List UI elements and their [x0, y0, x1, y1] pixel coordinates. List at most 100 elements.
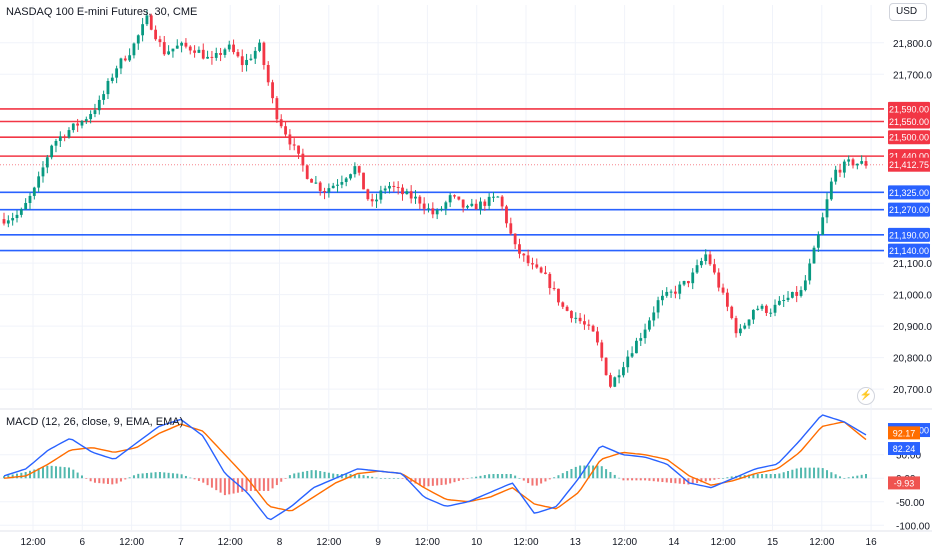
macd-histogram-bar: [522, 478, 525, 481]
macd-histogram-bar: [397, 478, 400, 479]
macd-histogram-bar: [730, 476, 733, 479]
lightning-icon[interactable]: ⚡: [857, 387, 875, 405]
macd-histogram-bar: [132, 475, 135, 479]
macd-histogram-bar: [661, 478, 664, 483]
candle-body: [171, 48, 175, 52]
macd-histogram-bar: [544, 478, 547, 482]
candle-body: [609, 375, 612, 387]
candle-body: [487, 196, 491, 206]
macd-histogram-bar: [483, 475, 486, 479]
candle-body: [271, 82, 274, 99]
candle-body: [71, 123, 75, 131]
currency-button[interactable]: USD: [889, 3, 927, 21]
macd-histogram-bar: [158, 471, 161, 479]
candle-body: [669, 291, 673, 293]
macd-title[interactable]: MACD (12, 26, close, 9, EMA, EMA): [6, 416, 184, 428]
candle-body: [803, 280, 807, 291]
candle-body: [310, 178, 313, 183]
candle-body: [600, 342, 604, 358]
candle-body: [297, 145, 300, 154]
candle-body: [643, 329, 647, 339]
candle-body: [747, 319, 751, 326]
candle-body: [249, 58, 253, 60]
macd-histogram-bar: [267, 478, 270, 491]
support-level-label: 21,190.00: [889, 230, 929, 240]
macd-histogram-bar: [860, 474, 863, 479]
resistance-level-tag: [888, 130, 930, 145]
macd-histogram-bar: [288, 475, 291, 479]
candle-body: [305, 165, 309, 179]
support-level-tag: [888, 227, 930, 242]
candle-body: [279, 119, 283, 127]
macd-histogram-bar: [258, 478, 261, 491]
macd-histogram-bar: [59, 466, 62, 479]
macd-histogram-bar: [414, 478, 417, 484]
signal-line: [3, 421, 867, 512]
macd-histogram-bar: [479, 475, 482, 479]
candle-body: [201, 49, 205, 59]
time-tick-label: 13: [570, 537, 582, 548]
candle-body: [349, 174, 352, 179]
candle-body: [258, 42, 261, 51]
candle-body: [561, 302, 565, 307]
macd-histogram-bar: [228, 478, 231, 495]
symbol-title[interactable]: NASDAQ 100 E-mini Futures, 30, CME: [6, 6, 198, 18]
candle-body: [301, 153, 305, 166]
signal-value-label: 82.24: [893, 444, 916, 454]
macd-histogram-bar: [154, 472, 157, 479]
time-tick-label: 16: [866, 537, 878, 548]
macd-histogram-bar: [691, 478, 694, 484]
candle-body: [232, 44, 235, 53]
candle-body: [240, 56, 244, 66]
macd-histogram-bar: [804, 467, 807, 479]
macd-histogram-bar: [496, 474, 499, 479]
candle-body: [665, 291, 669, 296]
macd-histogram-bar: [332, 473, 335, 479]
macd-histogram-bar: [167, 472, 170, 479]
macd-value-label: 92.17: [893, 428, 916, 438]
candle-body: [284, 126, 287, 135]
candle-body: [37, 176, 41, 188]
macd-histogram-bar: [791, 469, 794, 479]
candle-body: [570, 310, 573, 319]
price-tick-label: 20,900.00: [893, 322, 932, 333]
macd-histogram-bar: [171, 473, 174, 479]
time-tick-label: 12:00: [809, 537, 834, 548]
candle-body: [414, 196, 417, 199]
candle-body: [6, 220, 10, 224]
candle-body: [505, 206, 508, 224]
time-tick-label: 6: [80, 537, 86, 548]
support-level-label: 21,270.00: [889, 205, 929, 215]
candle-body: [383, 188, 387, 191]
candle-body: [795, 291, 799, 296]
time-tick-label: 12:00: [218, 537, 243, 548]
macd-histogram-bar: [301, 471, 304, 479]
macd-histogram-bar: [345, 474, 348, 479]
resistance-level-label: 21,590.00: [889, 104, 929, 114]
candle-body: [717, 272, 721, 288]
candle-body: [661, 295, 664, 301]
candle-body: [145, 15, 149, 25]
macd-histogram-bar: [765, 474, 768, 479]
candle-body: [344, 178, 348, 183]
candle-body: [93, 110, 97, 114]
macd-histogram-bar: [375, 477, 378, 479]
candle-body: [366, 189, 370, 200]
candle-body: [362, 172, 365, 190]
macd-histogram-bar: [717, 478, 720, 479]
candle-body: [444, 202, 448, 209]
candle-body: [292, 144, 296, 146]
candle-body: [89, 113, 93, 120]
candle-body: [32, 187, 36, 196]
time-tick-label: 12:00: [415, 537, 440, 548]
candle-body: [357, 166, 361, 173]
support-level-label: 21,140.00: [889, 246, 929, 256]
candle-body: [275, 98, 279, 120]
macd-histogram-bar: [41, 467, 44, 479]
last-price-tag: [888, 157, 930, 172]
support-level-tag: [888, 185, 930, 200]
candle-body: [427, 208, 430, 210]
candle-body: [219, 52, 222, 55]
